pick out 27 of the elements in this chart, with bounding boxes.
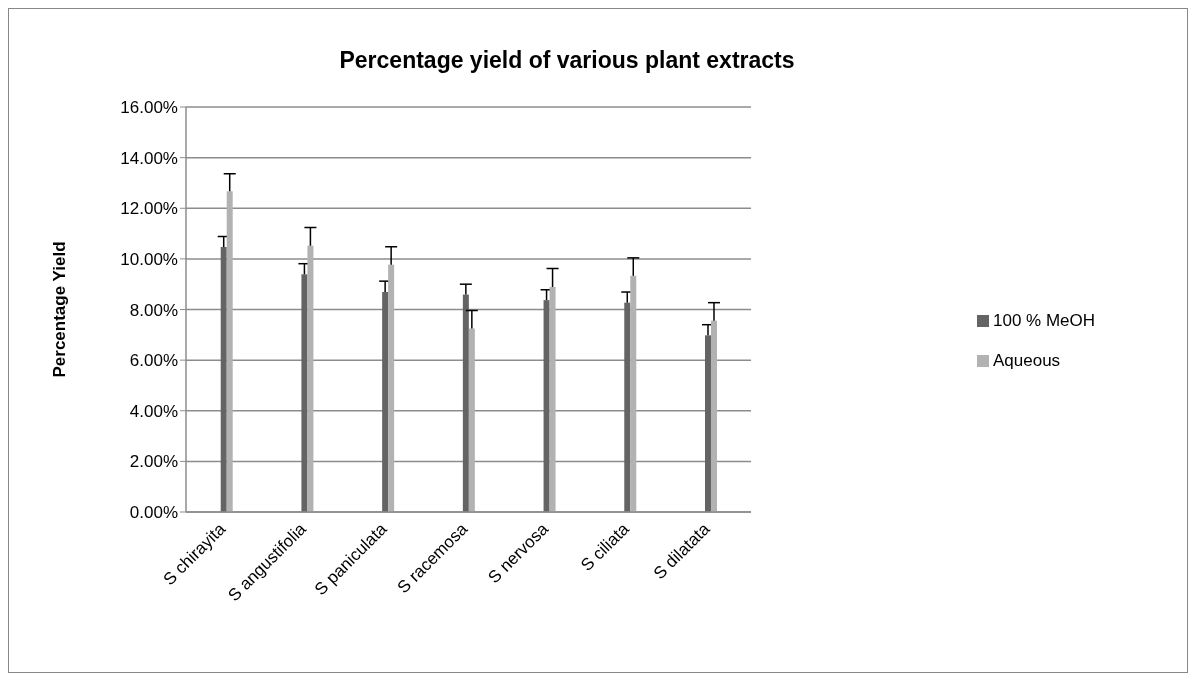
bar — [382, 292, 389, 512]
bar — [301, 274, 308, 512]
bar — [226, 191, 233, 512]
bar — [630, 275, 637, 512]
y-tick-label: 10.00% — [120, 249, 178, 269]
y-tick-label: 2.00% — [129, 452, 178, 472]
y-tick-label: 0.00% — [129, 503, 178, 523]
y-tick-label: 8.00% — [129, 300, 178, 320]
legend-label: 100 % MeOH — [993, 310, 1096, 330]
bar — [543, 300, 550, 512]
bar — [462, 294, 469, 512]
legend-label: Aqueous — [993, 350, 1061, 370]
y-tick-label: 14.00% — [120, 148, 178, 168]
bar — [710, 320, 717, 512]
bar — [624, 302, 631, 512]
bar — [704, 335, 711, 512]
y-axis-title: Percentage Yield — [50, 241, 70, 378]
y-tick-label: 6.00% — [129, 351, 178, 371]
bar — [549, 286, 556, 512]
chart-title: Percentage yield of various plant extracts — [339, 47, 795, 74]
bar — [307, 245, 314, 512]
bar — [388, 264, 395, 512]
y-tick-label: 4.00% — [129, 401, 178, 421]
y-tick-label: 12.00% — [120, 199, 178, 219]
bar — [220, 246, 227, 512]
y-tick-label: 16.00% — [120, 98, 178, 118]
bar — [468, 328, 475, 512]
